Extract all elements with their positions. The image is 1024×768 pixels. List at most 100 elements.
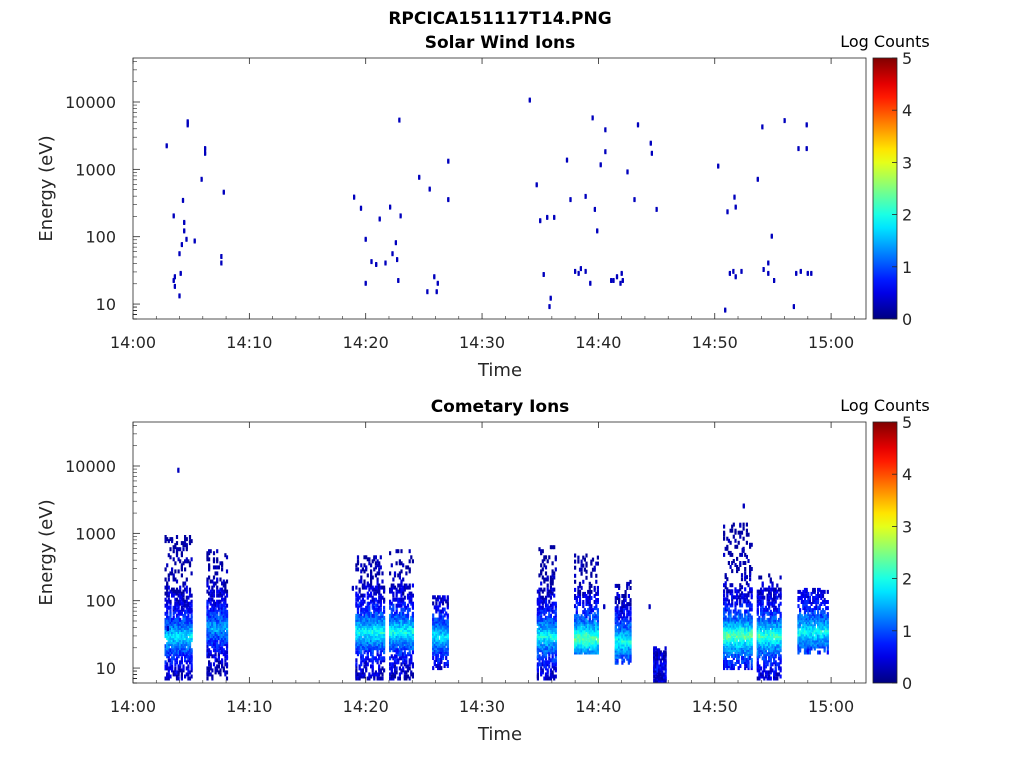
data-cell: [435, 605, 438, 610]
data-cell: [812, 596, 815, 600]
data-cell: [729, 617, 732, 622]
data-cell: [174, 597, 177, 602]
data-cell: [217, 593, 220, 598]
data-cell: [739, 593, 742, 598]
data-cell: [185, 543, 188, 548]
data-cell: [182, 664, 185, 669]
data-cell: [577, 270, 580, 275]
data-cell: [366, 654, 369, 659]
data-cell: [729, 627, 732, 632]
data-cell: [402, 654, 405, 659]
data-cell: [543, 617, 546, 622]
data-cell: [575, 634, 578, 639]
data-cell: [169, 674, 172, 679]
data-cell: [588, 636, 591, 641]
data-cell: [820, 642, 823, 647]
data-cell: [747, 613, 750, 618]
data-cell: [551, 628, 554, 632]
data-cell: [400, 613, 403, 618]
data-cell: [225, 670, 229, 675]
data-cell: [393, 634, 397, 639]
data-cell: [356, 559, 360, 564]
data-cell: [820, 614, 823, 619]
data-cell: [723, 593, 726, 598]
data-cell: [622, 604, 626, 609]
data-cell: [373, 674, 376, 679]
data-cell: [219, 668, 222, 673]
data-cell: [821, 608, 825, 613]
data-cell: [553, 593, 556, 598]
data-cell: [373, 634, 376, 639]
data-cell: [737, 641, 740, 646]
data-cell: [217, 565, 220, 570]
data-cell: [361, 624, 364, 628]
data-cell: [745, 645, 748, 650]
data-cell: [221, 567, 224, 572]
data-cell: [437, 666, 440, 671]
data-cell: [406, 607, 410, 612]
data-cell: [433, 645, 436, 650]
data-cell: [393, 674, 397, 679]
data-cell: [596, 644, 599, 649]
data-cell: [739, 645, 742, 650]
data-cell: [771, 613, 774, 618]
data-cell: [574, 573, 577, 578]
data-cell: [627, 646, 630, 651]
data-cell: [575, 642, 578, 647]
data-cell: [727, 633, 730, 638]
data-cell: [200, 176, 203, 181]
data-cell: [761, 605, 764, 610]
data-cell: [172, 549, 175, 554]
data-cell: [593, 612, 596, 617]
data-cell: [188, 644, 192, 649]
data-cell: [760, 634, 763, 639]
data-cell: [587, 642, 590, 647]
data-cell: [536, 589, 539, 594]
data-cell: [356, 621, 360, 626]
data-cell: [366, 626, 369, 630]
data-cell: [172, 644, 175, 649]
data-cell: [541, 549, 544, 554]
data-cell: [577, 585, 580, 590]
data-cell: [596, 632, 599, 637]
data-cell: [813, 606, 816, 611]
data-cell: [389, 571, 392, 576]
data-cell: [206, 644, 209, 649]
data-cell: [749, 627, 752, 632]
data-cell: [437, 623, 440, 628]
data-cell: [732, 534, 735, 539]
data-cell: [731, 528, 734, 533]
data-cell: [208, 672, 211, 677]
data-cell: [585, 628, 588, 633]
data-cell: [440, 666, 443, 671]
data-cell: [544, 607, 548, 612]
data-cell: [659, 676, 662, 681]
data-cell: [381, 666, 384, 671]
data-cell: [761, 599, 764, 604]
data-cell: [739, 583, 742, 588]
data-cell: [376, 624, 379, 628]
data-cell: [208, 597, 211, 602]
data-cell: [379, 565, 382, 570]
data-cell: [732, 617, 735, 622]
data-cell: [432, 651, 435, 656]
data-cell: [553, 615, 556, 620]
data-cell: [760, 595, 763, 600]
data-cell: [654, 678, 657, 683]
data-cell: [621, 600, 624, 605]
data-cell: [177, 615, 180, 620]
data-cell: [624, 594, 627, 598]
data-cell: [810, 646, 813, 651]
data-cell: [172, 593, 175, 598]
data-cell: [440, 617, 443, 622]
data-cell: [211, 597, 214, 602]
data-cell: [411, 664, 414, 669]
data-cell: [815, 620, 818, 625]
data-cell: [736, 565, 739, 569]
data-cell: [408, 619, 411, 624]
data-cell: [408, 607, 411, 612]
data-cell: [179, 270, 182, 275]
data-cell: [374, 644, 377, 649]
data-cell: [813, 636, 816, 641]
colorbar-tick-label: 3: [902, 153, 912, 172]
